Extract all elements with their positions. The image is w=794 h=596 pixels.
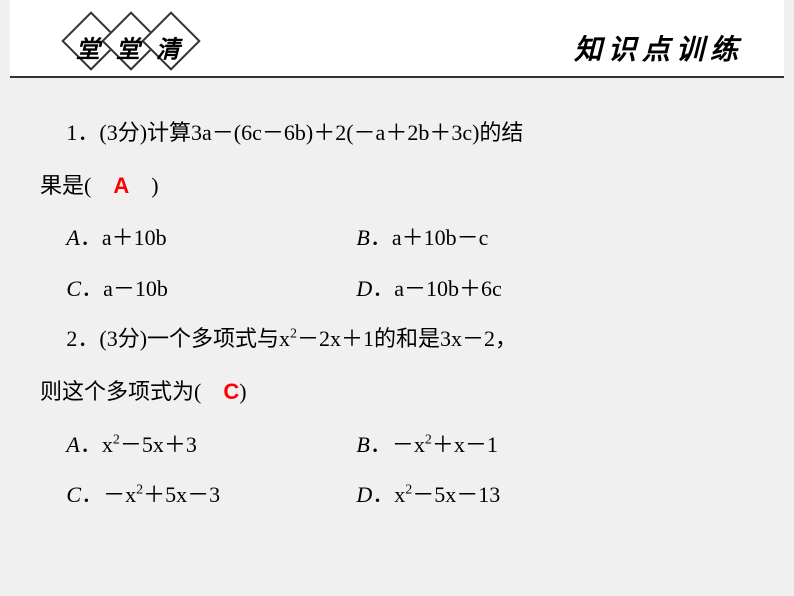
q1-optC-label: C [66,276,81,301]
q1-optC-text: ．a－10b [81,276,168,301]
q2-optD-a: ．x [372,482,405,507]
q2-optA-label: A [66,432,79,457]
q2-line1: 2．(3分)一个多项式与x2－2x＋1的和是3x－2， [40,314,754,365]
q2-answer: C [223,379,239,404]
q2-optB: B．－x2＋x－1 [356,420,754,471]
q1-optD-text: ．a－10b＋6c [372,276,502,301]
q2-optA-a: ．x [80,432,113,457]
q1-optB-label: B [356,225,369,250]
q2-options-row1: A．x2－5x＋3 B．－x2＋x－1 [40,420,754,471]
q2-text-a: 2．(3分)一个多项式与x [66,326,290,351]
q2-optC-a: ．－x [81,482,136,507]
q1-text: 1．(3分)计算3a－(6c－6b)＋2(－a＋2b＋3c)的结 [66,120,523,145]
section-header: 堂 堂 清 知识点训练 [10,0,784,78]
q2-optD-label: D [356,482,372,507]
diamond-text-1: 堂 [76,30,100,65]
q1-optA-label: A [66,225,79,250]
content-area: 1．(3分)计算3a－(6c－6b)＋2(－a＋2b＋3c)的结 果是( A )… [0,78,794,521]
diamond-text-2: 堂 [116,30,140,65]
q1-options-row1: A．a＋10b B．a＋10b－c [40,213,754,264]
q1-optA: A．a＋10b [66,213,356,264]
diamond-text-3: 清 [156,30,180,65]
q1-line2a: 果是( [40,173,113,198]
header-title: 知识点训练 [574,28,744,68]
q2-optB-b: ＋x－1 [432,432,498,457]
q2-optA: A．x2－5x＋3 [66,420,356,471]
q2-line2b: ) [239,379,246,404]
q2-optD: D．x2－5x－13 [356,470,754,521]
q2-optA-sup: 2 [113,432,120,447]
q1-optB-text: ．a＋10b－c [370,225,489,250]
q2-optA-b: －5x＋3 [120,432,197,457]
q1-options-row2: C．a－10b D．a－10b＋6c [40,264,754,315]
q2-text-b: －2x＋1的和是3x－2， [297,326,517,351]
q2-optB-a: ．－x [370,432,425,457]
q1-optC: C．a－10b [66,264,356,315]
q1-optD-label: D [356,276,372,301]
q2-optC-label: C [66,482,81,507]
q1-line2b: ) [129,173,158,198]
q2-sup1: 2 [290,327,297,342]
q1-line1: 1．(3分)计算3a－(6c－6b)＋2(－a＋2b＋3c)的结 [40,108,754,159]
q2-optB-sup: 2 [425,432,432,447]
q1-optA-text: ．a＋10b [80,225,167,250]
q2-optC: C．－x2＋5x－3 [66,470,356,521]
q1-answer: A [113,173,129,198]
q2-line2a: 则这个多项式为( [40,379,223,404]
q1-line2: 果是( A ) [40,161,754,212]
diamond-3: 清 [141,11,200,70]
q1-optB: B．a＋10b－c [356,213,754,264]
q2-options-row2: C．－x2＋5x－3 D．x2－5x－13 [40,470,754,521]
q2-optD-b: －5x－13 [412,482,500,507]
q2-line2: 则这个多项式为( C) [40,367,754,418]
q2-optB-label: B [356,432,369,457]
q1-optD: D．a－10b＋6c [356,264,754,315]
q2-optC-b: ＋5x－3 [143,482,220,507]
